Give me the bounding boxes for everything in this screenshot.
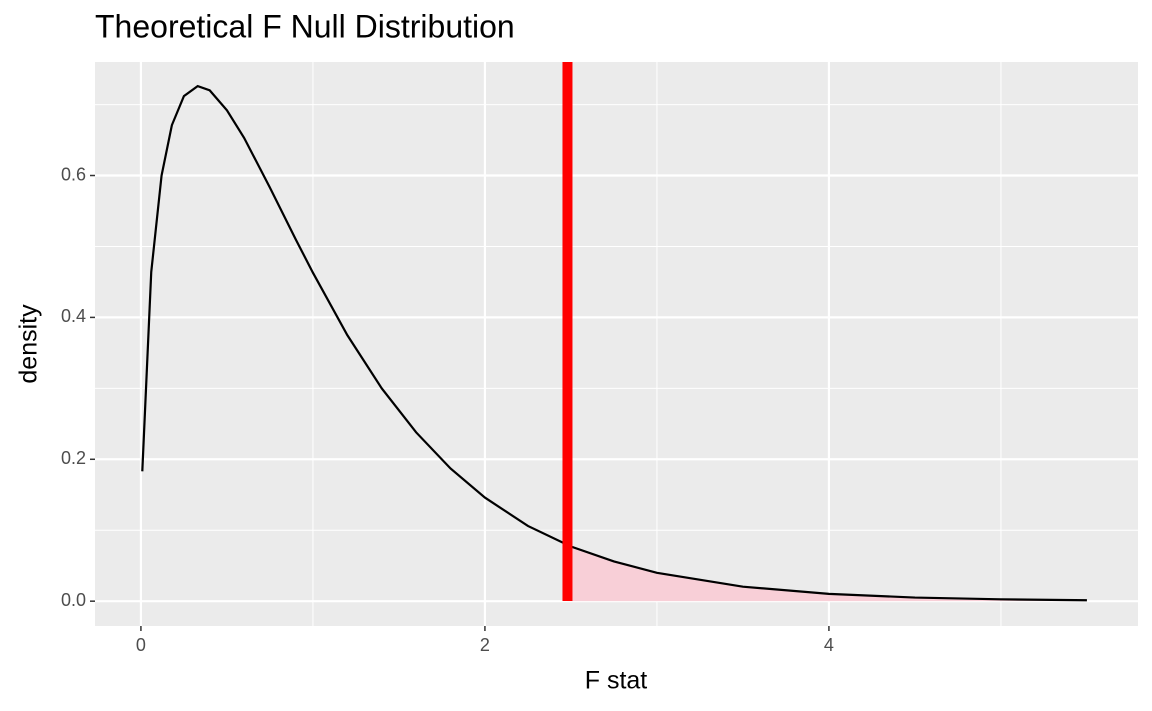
y-tick-label: 0.6 bbox=[61, 164, 86, 184]
shaded-region bbox=[567, 544, 1087, 602]
x-tick-label: 4 bbox=[824, 635, 834, 655]
x-axis-label: F stat bbox=[585, 667, 648, 695]
y-tick-label: 0.2 bbox=[61, 448, 86, 468]
plot-panel bbox=[95, 62, 1138, 626]
chart-title: Theoretical F Null Distribution bbox=[95, 8, 515, 44]
y-tick-label: 0.4 bbox=[61, 306, 86, 326]
y-tick-label: 0.0 bbox=[61, 590, 86, 610]
x-tick-label: 0 bbox=[136, 635, 146, 655]
x-tick-label: 2 bbox=[480, 635, 490, 655]
y-axis-label: density bbox=[15, 304, 43, 384]
density-line bbox=[141, 84, 1087, 602]
